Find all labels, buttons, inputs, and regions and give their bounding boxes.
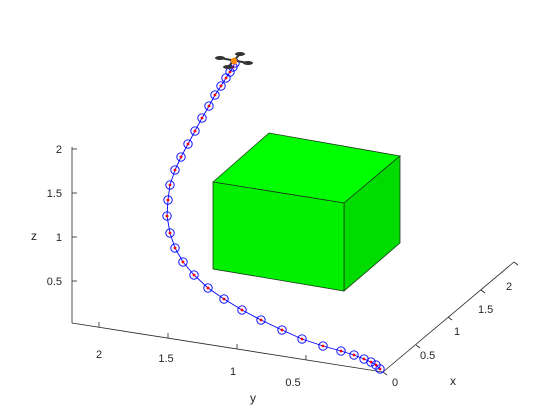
box-front-face [212,181,345,292]
y-tick-label-1.5: 1.5 [158,353,173,365]
trajectory-point [189,270,199,280]
trajectory-point-center [213,93,217,97]
z-tick-label-2: 2 [56,144,62,156]
trajectory-point [237,305,247,315]
y-tick-label-0.5: 0.5 [285,377,300,389]
y-tick-label-1: 1 [230,366,236,378]
y-tick-label-2: 2 [96,349,102,361]
trajectory-point-center [219,84,223,88]
x-tick-2 [513,261,519,266]
y-axis-line [71,322,384,373]
trajectory-point [170,165,180,175]
trajectory-point [216,81,226,91]
z-tick-label-1.5: 1.5 [47,188,62,200]
x-tick-label-1.5: 1.5 [478,304,493,316]
trajectory-point [163,195,173,205]
trajectory-point [176,152,186,162]
drone-rotor-4 [235,52,245,56]
trajectory-point-center [300,337,304,341]
x-tick-0.5 [415,344,421,349]
trajectory-markers [162,58,385,374]
trajectory-point-center [352,353,356,357]
trajectory-point [178,257,188,267]
trajectory-point-center [374,363,378,367]
trajectory-point [197,113,207,123]
trajectory-point-center [224,76,228,80]
trajectory-point-center [192,273,196,277]
trajectory-point-center [165,214,169,218]
z-tick-label-1: 1 [56,232,62,244]
trajectory-point [371,360,381,370]
trajectory-point [297,334,307,344]
x-tick-label-2: 2 [506,281,512,293]
trajectory-point [162,211,172,221]
trajectory-point-center [222,297,226,301]
x-tick-1 [447,316,453,321]
trajectory-point-center [369,360,373,364]
y-axis-label: y [250,391,256,405]
trajectory-point-center [193,129,197,133]
trajectory-point [256,315,266,325]
trajectory-point-center [168,183,172,187]
z-tick-label-0.5: 0.5 [47,276,62,288]
trajectory-point-center [240,308,244,312]
trajectory-point-center [173,168,177,172]
trajectory-point [219,294,229,304]
drone-rotor-1 [215,56,225,60]
trajectory-point-center [259,318,263,322]
trajectory-point-center [166,198,170,202]
x-tick-1.5 [480,289,486,294]
trajectory-point-center [173,246,177,250]
trajectory-point-center [207,104,211,108]
trajectory-point-center [206,286,210,290]
trajectory-point-center [168,231,172,235]
trajectory-point-center [228,70,232,74]
x-axis-label: x [450,374,456,388]
trajectory-point-center [339,349,343,353]
trajectory-point-center [378,367,382,371]
trajectory-point [349,350,359,360]
trajectory-point-center [181,260,185,264]
trajectory-point [359,354,369,364]
x-tick-0 [382,371,388,376]
trajectory-point [336,346,346,356]
x-tick-label-0.5: 0.5 [420,350,435,362]
trajectory-point-center [200,116,204,120]
obstacle-box [212,132,401,292]
trajectory-point [204,101,214,111]
drone-rotor-3 [223,65,233,69]
trajectory-line [166,62,381,370]
drone-rotor-2 [243,61,253,65]
trajectory-point [318,341,328,351]
trajectory-point [170,243,180,253]
trajectory-point-center [186,142,190,146]
z-axis-label: z [31,229,37,243]
trajectory-point [183,139,193,149]
drone-body [230,57,238,65]
trajectory-point-center [280,328,284,332]
trajectory-point [203,283,213,293]
trajectory-point [190,126,200,136]
x-tick-label-1: 1 [454,326,460,338]
quadrotor-drone [215,52,253,69]
trajectory-point-center [179,155,183,159]
trajectory-point-center [321,344,325,348]
trajectory-point-center [362,357,366,361]
trajectory-point [165,180,175,190]
x-tick-label-0: 0 [392,377,398,389]
trajectory-point [210,90,220,100]
trajectory-point [165,228,175,238]
trajectory [162,58,385,374]
axes: 0.5 1 1.5 2 2 1.5 1 0.5 0 0.5 1 1.5 2 z … [31,144,519,405]
trajectory-point [277,325,287,335]
